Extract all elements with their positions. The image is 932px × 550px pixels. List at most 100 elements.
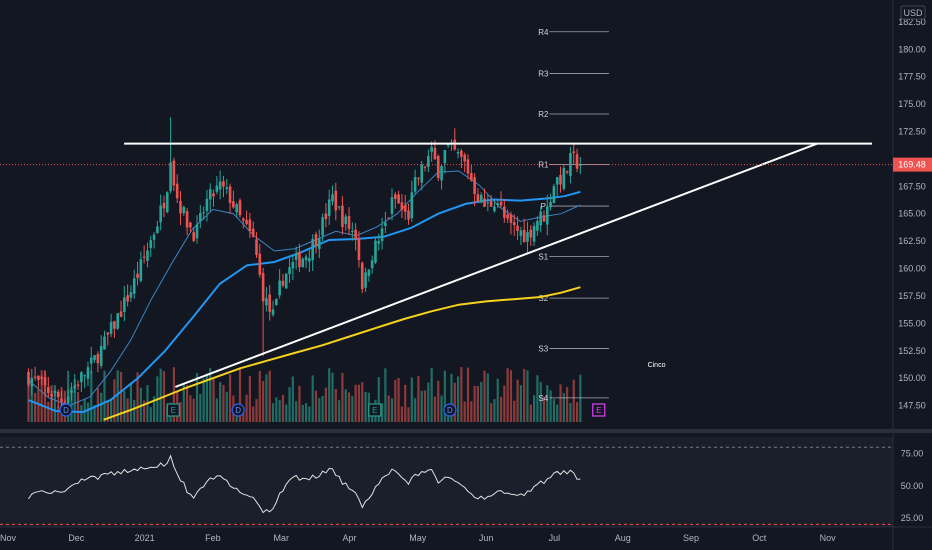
event-markers[interactable]: D E D E D E Cinco bbox=[59, 362, 666, 417]
candle-body bbox=[314, 234, 318, 246]
volume-bar bbox=[43, 370, 47, 422]
volume-bar bbox=[499, 396, 503, 422]
earnings-marker bbox=[166, 403, 180, 417]
price-tick-label: 175.00 bbox=[898, 99, 926, 109]
time-tick-label: Mar bbox=[273, 533, 289, 543]
candle-body bbox=[559, 174, 562, 185]
candle-body bbox=[427, 156, 430, 167]
volume-bar bbox=[456, 376, 460, 422]
time-tick-label: Jul bbox=[549, 533, 561, 543]
candle-body bbox=[374, 240, 377, 263]
volume-bar bbox=[199, 393, 202, 422]
candle-body bbox=[473, 177, 476, 195]
volume-bar bbox=[559, 384, 562, 422]
volume-bar bbox=[397, 377, 400, 422]
volume-bar bbox=[103, 370, 106, 422]
candle-body bbox=[215, 185, 219, 192]
time-axis[interactable]: Nov Dec 2021 Feb Mar Apr May Jun Jul Aug Sep Oct Nov bbox=[0, 533, 836, 543]
candle-body bbox=[539, 211, 542, 226]
candle-body bbox=[96, 354, 100, 364]
earnings-marker-label: E bbox=[596, 406, 601, 415]
candle-body bbox=[440, 166, 443, 181]
candle-body bbox=[506, 214, 509, 219]
volume-bar bbox=[364, 391, 367, 422]
volume-bar bbox=[93, 405, 96, 422]
candle-body bbox=[99, 345, 103, 366]
candle-body bbox=[546, 206, 549, 225]
candle-body bbox=[228, 186, 232, 203]
candle-body bbox=[172, 160, 176, 186]
candle-body bbox=[123, 297, 126, 312]
volume-bar bbox=[133, 400, 136, 422]
volume-bar bbox=[503, 385, 506, 422]
candle-body bbox=[463, 154, 466, 162]
candle-body bbox=[139, 259, 143, 281]
earnings-marker-label: E bbox=[372, 406, 377, 415]
volume-bar bbox=[443, 370, 446, 422]
volume-bar bbox=[387, 395, 390, 422]
candle-body bbox=[182, 207, 186, 214]
candle-body bbox=[152, 234, 156, 240]
candle-body bbox=[344, 216, 348, 224]
volume-bar bbox=[417, 376, 420, 422]
volume-bar bbox=[47, 401, 50, 422]
earnings-marker-label: E bbox=[171, 406, 176, 415]
candle-body bbox=[446, 144, 450, 146]
volume-bar bbox=[212, 379, 215, 422]
candle-body bbox=[304, 256, 308, 261]
volume-bar bbox=[57, 405, 60, 422]
volume-bar bbox=[542, 396, 546, 422]
volume-bar bbox=[480, 382, 483, 422]
candle-body bbox=[268, 294, 272, 312]
volume-bar bbox=[361, 382, 364, 422]
volume-bar bbox=[311, 375, 314, 422]
volume-bar bbox=[400, 406, 404, 422]
volume-bar bbox=[86, 402, 90, 422]
rsi-tick-label: 25.00 bbox=[901, 513, 924, 523]
earnings-marker bbox=[592, 403, 606, 417]
price-tick-label: 177.50 bbox=[898, 72, 926, 82]
volume-bar bbox=[526, 370, 529, 422]
support-trendline bbox=[174, 142, 818, 388]
price-axis[interactable]: 147.50 150.00 152.50 155.00 157.50 160.00 162.… bbox=[898, 17, 926, 523]
pivot-level-label: R2 bbox=[538, 110, 549, 119]
candle-body bbox=[106, 332, 110, 335]
candle-body bbox=[519, 230, 523, 236]
candle-body bbox=[149, 240, 153, 248]
trend-lines[interactable] bbox=[124, 142, 872, 388]
candlesticks bbox=[27, 117, 582, 413]
candle-body bbox=[33, 376, 37, 378]
candle-body bbox=[258, 253, 262, 275]
candle-body bbox=[575, 154, 579, 169]
candle-body bbox=[417, 177, 420, 179]
candle-body bbox=[169, 162, 172, 192]
volume-bar bbox=[572, 379, 575, 422]
volume-bar bbox=[123, 390, 126, 422]
pivot-level-label: S2 bbox=[538, 294, 548, 303]
volume-bar bbox=[275, 397, 278, 422]
volume-bar bbox=[486, 373, 489, 422]
candle-body bbox=[202, 212, 205, 214]
candle-body bbox=[30, 377, 34, 387]
candle-body bbox=[205, 198, 209, 211]
candle-body bbox=[27, 371, 30, 385]
volume-bar bbox=[33, 392, 37, 422]
volume-bar bbox=[420, 390, 423, 422]
candle-body bbox=[251, 228, 255, 237]
candle-body bbox=[298, 251, 301, 267]
rsi-tick-label: 50.00 bbox=[901, 481, 924, 491]
candle-body bbox=[308, 258, 311, 262]
volume-bar bbox=[496, 378, 499, 422]
candle-body bbox=[93, 355, 96, 360]
volume-bar bbox=[430, 367, 433, 422]
price-tick-label: 167.50 bbox=[898, 181, 926, 191]
candle-body bbox=[119, 311, 123, 317]
volume-bar bbox=[404, 384, 407, 422]
candle-body bbox=[536, 221, 539, 231]
currency-label[interactable]: USD bbox=[900, 5, 926, 20]
candle-body bbox=[503, 206, 506, 218]
dividend-marker-label: D bbox=[235, 406, 241, 415]
volume-bar bbox=[523, 368, 526, 422]
volume-bar bbox=[493, 399, 496, 422]
